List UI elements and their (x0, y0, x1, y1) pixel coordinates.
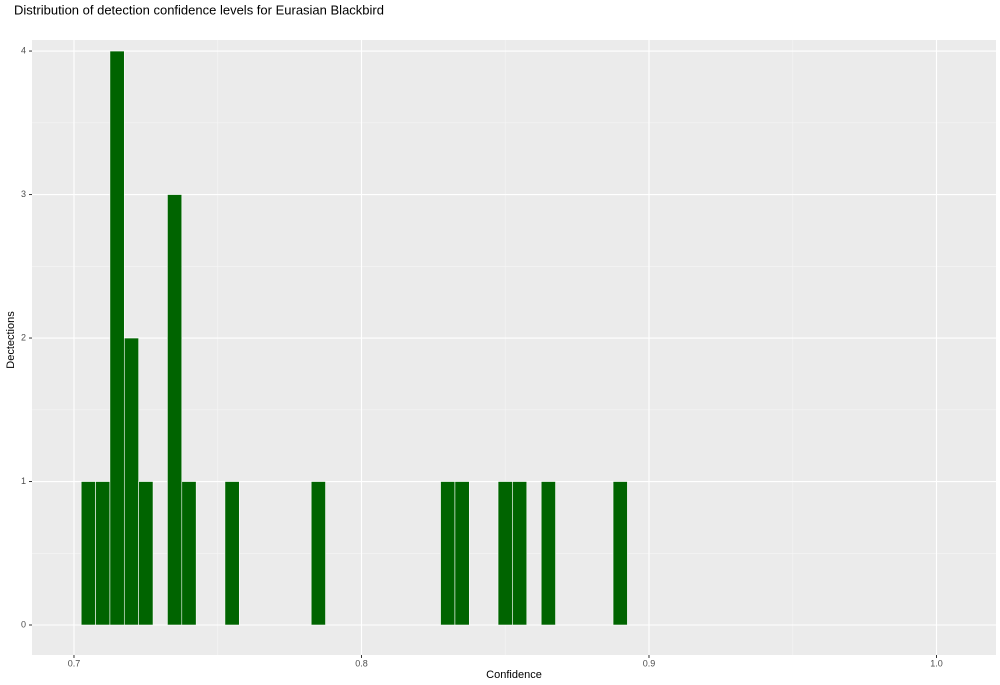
x-tick-label: 1.0 (930, 658, 943, 668)
bar (540, 481, 556, 626)
bar (512, 481, 528, 626)
x-axis-title: Confidence (486, 669, 542, 681)
y-tick-label: 4 (21, 45, 26, 55)
x-tick-label: 0.7 (68, 658, 81, 668)
bar (497, 481, 513, 626)
y-tick-label: 3 (21, 189, 26, 199)
y-axis-title: Dectections (5, 311, 17, 369)
bar (138, 481, 154, 626)
y-tick-label: 1 (21, 476, 26, 486)
bar (123, 337, 139, 626)
bar (167, 194, 183, 626)
bar (224, 481, 240, 626)
bar (95, 481, 111, 626)
bar (440, 481, 456, 626)
bar (109, 50, 125, 626)
y-tick-label: 2 (21, 332, 26, 342)
bar (181, 481, 197, 626)
bar (80, 481, 96, 626)
bar (612, 481, 628, 626)
x-tick-label: 0.8 (355, 658, 368, 668)
chart-title: Distribution of detection confidence lev… (14, 2, 384, 17)
x-tick-label: 0.9 (643, 658, 656, 668)
y-tick-label: 0 (21, 619, 26, 629)
bar (454, 481, 470, 626)
bar (310, 481, 326, 626)
